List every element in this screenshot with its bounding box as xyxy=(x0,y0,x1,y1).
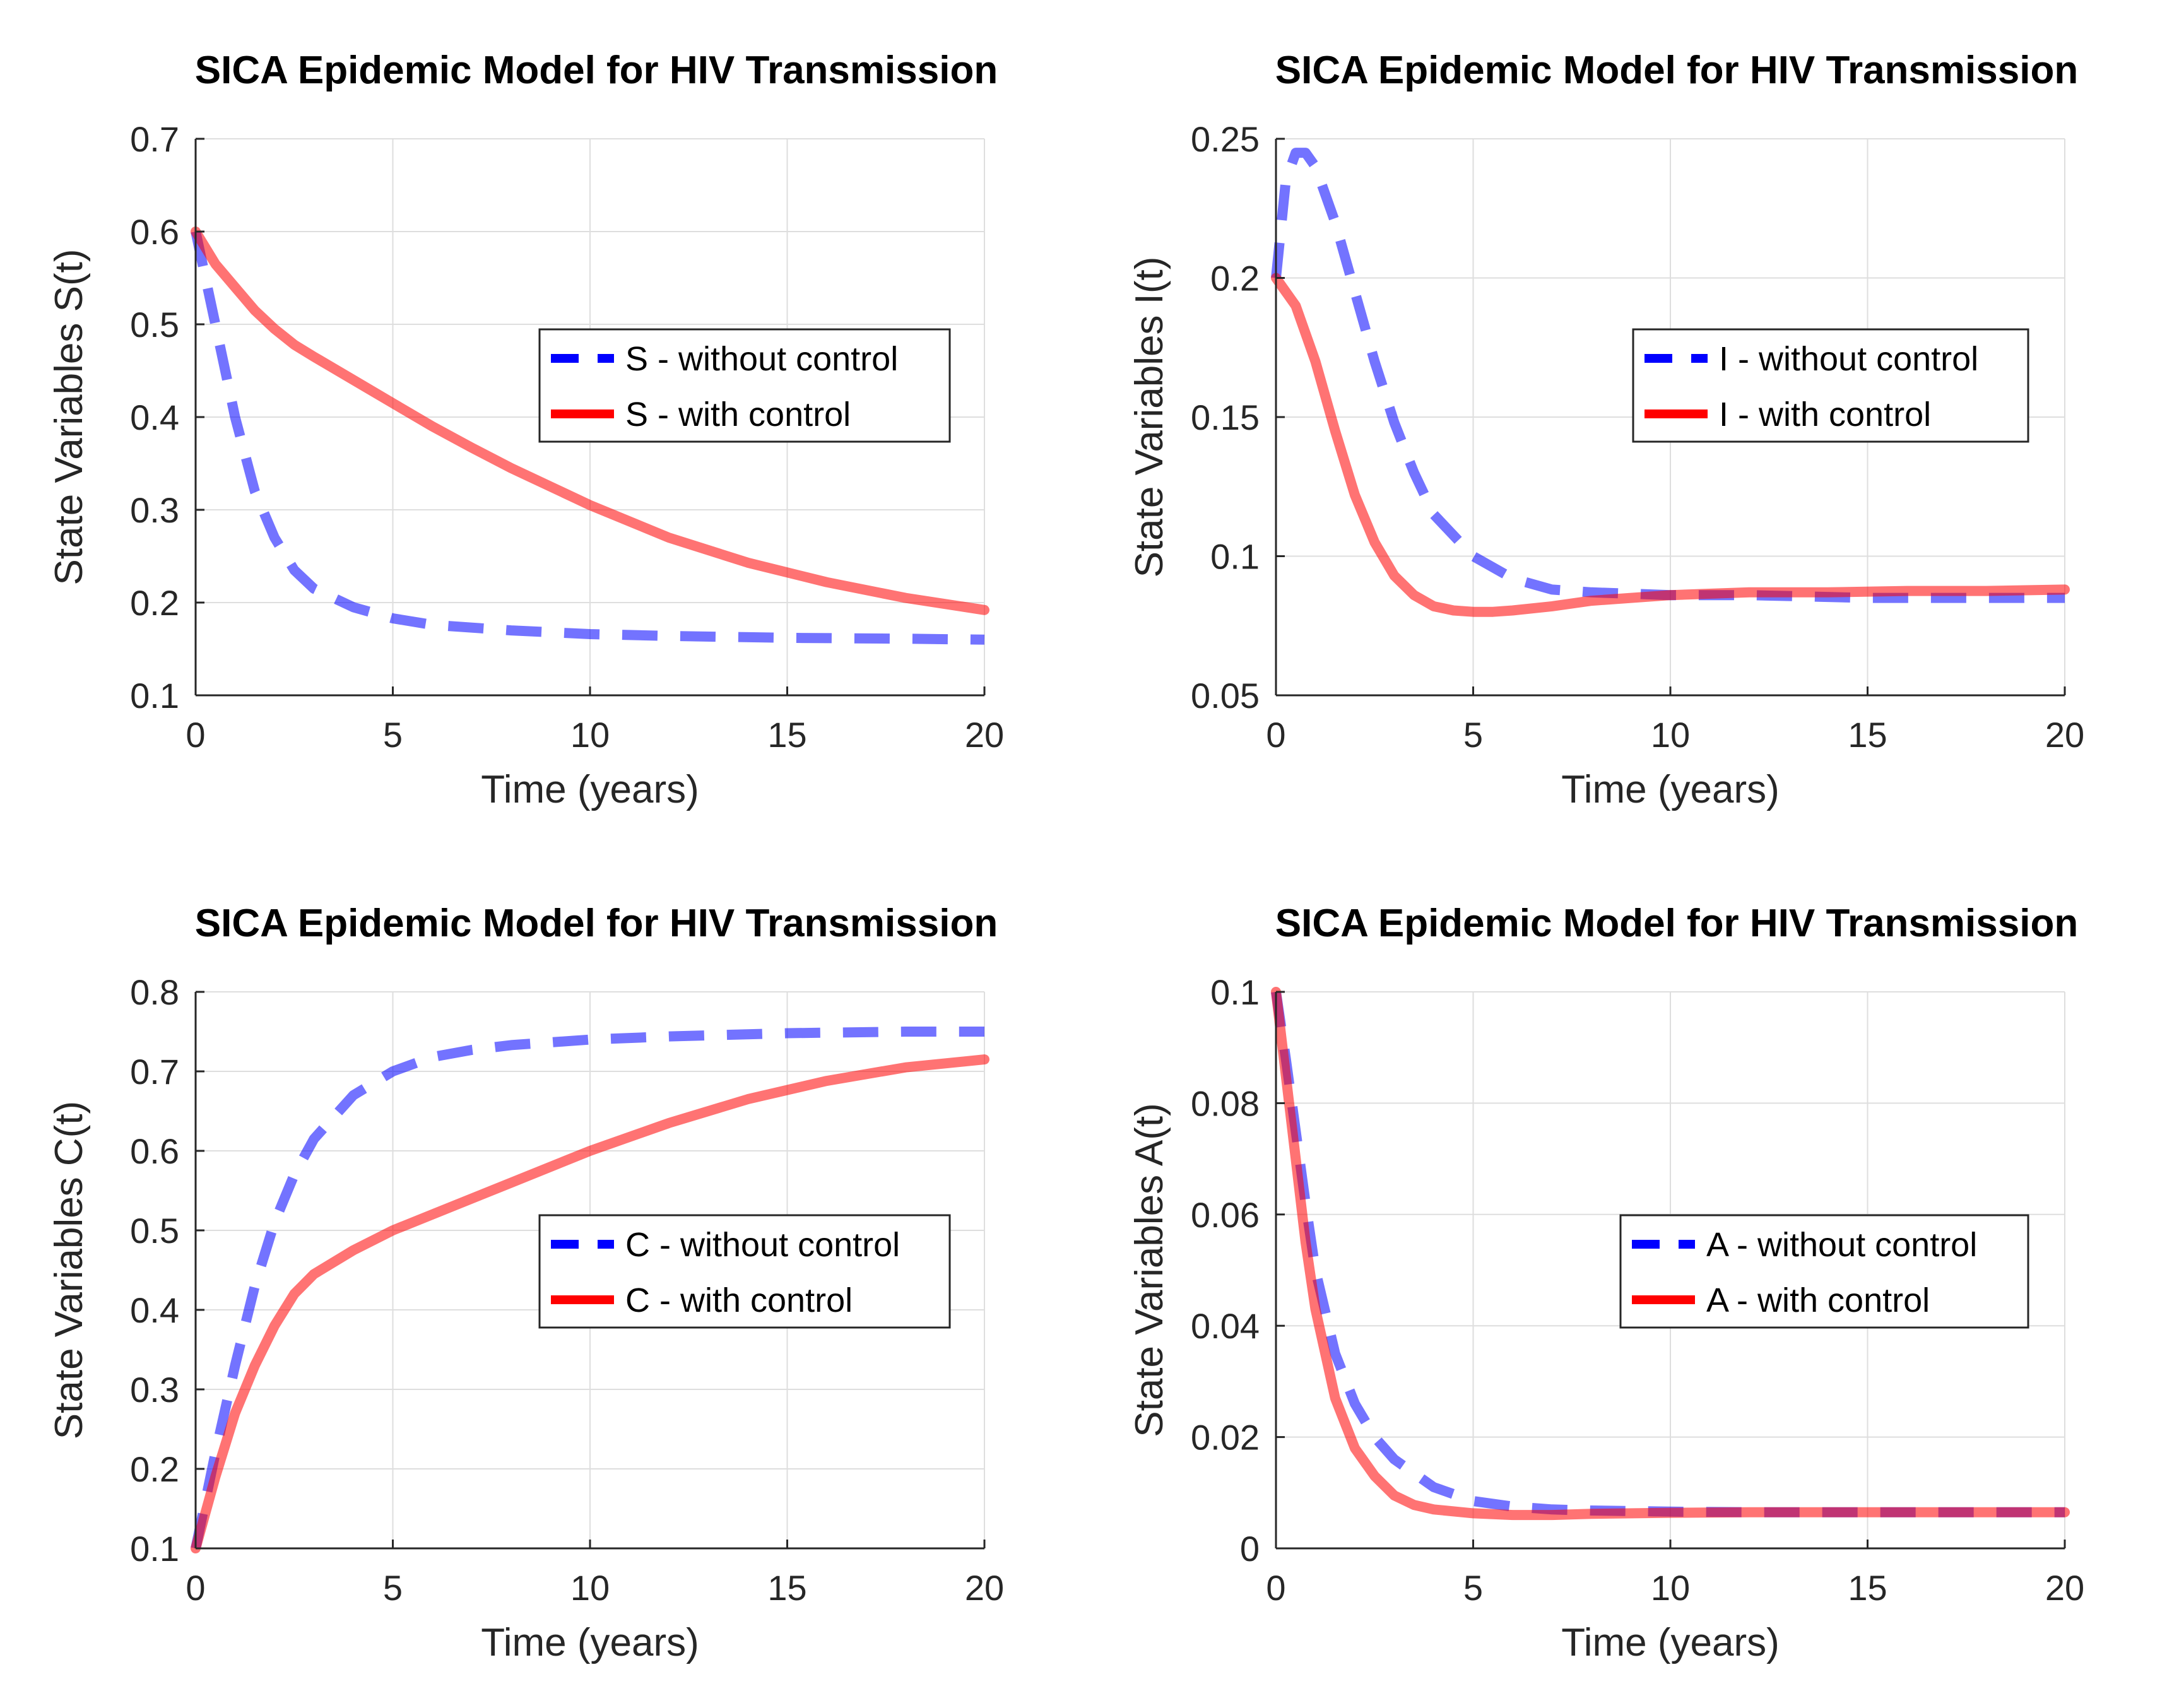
x-tick-label: 0 xyxy=(186,715,205,755)
series-line-with-control xyxy=(1271,273,2070,617)
y-tick-label: 0.15 xyxy=(1191,398,1260,437)
x-tick-label: 5 xyxy=(383,715,403,755)
legend: S - without control S - with control xyxy=(538,328,951,443)
x-tick-label: 0 xyxy=(186,1568,205,1608)
subplot-1: 0 5 10 15 20 0.1 0.2 0.3 0.4 0.5 0.6 0.7 SICA Epidem… xyxy=(47,49,1004,811)
legend: A - without control A - with control xyxy=(1619,1214,2029,1329)
chart-title: SICA Epidemic Model for HIV Transmission xyxy=(1275,49,2078,92)
y-axis-label: State Variables S(t) xyxy=(47,249,91,586)
legend-box xyxy=(1619,1214,2029,1329)
y-tick-label: 0.1 xyxy=(1210,537,1260,577)
x-tick-label: 20 xyxy=(965,1568,1004,1608)
series-line-with-control xyxy=(1271,987,2070,1521)
x-tick-label: 15 xyxy=(767,1568,806,1608)
x-tick-label: 15 xyxy=(1848,715,1887,755)
y-tick-label: 0.08 xyxy=(1191,1083,1260,1123)
y-axis-label: State Variables C(t) xyxy=(47,1101,91,1439)
y-tick-label: 0.06 xyxy=(1191,1195,1260,1235)
legend-label: A - without control xyxy=(1706,1226,1977,1264)
legend-label: I - without control xyxy=(1719,340,1978,378)
legend-label: S - with control xyxy=(625,396,851,433)
chart-title: SICA Epidemic Model for HIV Transmission xyxy=(1275,902,2078,945)
x-axis-label: Time (years) xyxy=(481,768,699,811)
legend-label: I - with control xyxy=(1719,396,1931,433)
y-tick-label: 0.1 xyxy=(1210,972,1260,1012)
y-tick-label: 0.3 xyxy=(130,1370,179,1410)
chart-title: SICA Epidemic Model for HIV Transmission xyxy=(195,49,998,92)
x-axis-label: Time (years) xyxy=(1561,1621,1780,1664)
x-tick-label: 5 xyxy=(1463,715,1483,755)
legend-box xyxy=(538,1214,951,1329)
y-tick-label: 0.2 xyxy=(1210,259,1260,298)
x-tick-label: 0 xyxy=(1266,715,1285,755)
legend: C - without control C - with control xyxy=(538,1214,951,1329)
legend: I - without control I - with control xyxy=(1632,328,2029,443)
y-axis-label: State Variables A(t) xyxy=(1128,1103,1171,1437)
legend-label: C - without control xyxy=(625,1226,900,1264)
y-tick-label: 0.4 xyxy=(130,398,179,437)
y-tick-label: 0.2 xyxy=(130,1449,179,1489)
x-tick-label: 15 xyxy=(1848,1568,1887,1608)
chart-title: SICA Epidemic Model for HIV Transmission xyxy=(195,902,998,945)
x-axis-label: Time (years) xyxy=(1561,768,1780,811)
y-tick-label: 0.1 xyxy=(130,676,179,716)
y-tick-label: 0.7 xyxy=(130,1052,179,1092)
legend-box xyxy=(538,328,951,443)
y-tick-label: 0 xyxy=(1240,1529,1260,1569)
y-tick-label: 0.8 xyxy=(130,972,179,1012)
y-tick-label: 0.7 xyxy=(130,119,179,159)
legend-label: C - with control xyxy=(625,1281,853,1319)
legend-label: S - without control xyxy=(625,340,898,378)
y-tick-label: 0.04 xyxy=(1191,1306,1260,1346)
legend-label: A - with control xyxy=(1706,1281,1930,1319)
x-tick-label: 20 xyxy=(2045,1568,2084,1608)
x-tick-label: 20 xyxy=(965,715,1004,755)
y-tick-label: 0.2 xyxy=(130,583,179,623)
y-tick-label: 0.6 xyxy=(130,212,179,252)
x-tick-label: 20 xyxy=(2045,715,2084,755)
series-line-with-control xyxy=(191,1054,989,1553)
y-tick-label: 0.02 xyxy=(1191,1418,1260,1458)
y-tick-label: 0.5 xyxy=(130,1211,179,1251)
y-tick-label: 0.3 xyxy=(130,490,179,530)
y-tick-label: 0.6 xyxy=(130,1131,179,1171)
series-line-without-control xyxy=(1271,991,2065,1517)
x-tick-label: 15 xyxy=(767,715,806,755)
subplot-4: 0 5 10 15 20 0 0.02 0.04 0.06 0.08 0.1 SICA Epidemi… xyxy=(1128,902,2084,1664)
x-tick-label: 10 xyxy=(1651,1568,1690,1608)
legend-box xyxy=(1632,328,2029,443)
subplot-2: 0 5 10 15 20 0.05 0.1 0.15 0.2 0.25 SICA Epidemic … xyxy=(1128,49,2084,811)
x-tick-label: 10 xyxy=(570,715,610,755)
x-tick-label: 10 xyxy=(1651,715,1690,755)
y-tick-label: 0.25 xyxy=(1191,119,1260,159)
y-tick-label: 0.05 xyxy=(1191,676,1260,716)
x-tick-label: 5 xyxy=(1463,1568,1483,1608)
x-axis-label: Time (years) xyxy=(481,1621,699,1664)
x-tick-label: 0 xyxy=(1266,1568,1285,1608)
y-axis-label: State Variables I(t) xyxy=(1128,257,1171,578)
y-tick-label: 0.4 xyxy=(130,1290,179,1330)
y-tick-label: 0.5 xyxy=(130,305,179,345)
series-line-with-control xyxy=(191,227,989,615)
series-line-without-control xyxy=(1271,148,2065,603)
subplot-3: 0 5 10 15 20 0.1 0.2 0.3 0.4 0.5 0.6 0.7 0.8 SICA Epi… xyxy=(47,902,1004,1664)
x-tick-label: 5 xyxy=(383,1568,403,1608)
x-tick-label: 10 xyxy=(570,1568,610,1608)
series-line-without-control xyxy=(191,1027,984,1550)
y-tick-label: 0.1 xyxy=(130,1529,179,1569)
